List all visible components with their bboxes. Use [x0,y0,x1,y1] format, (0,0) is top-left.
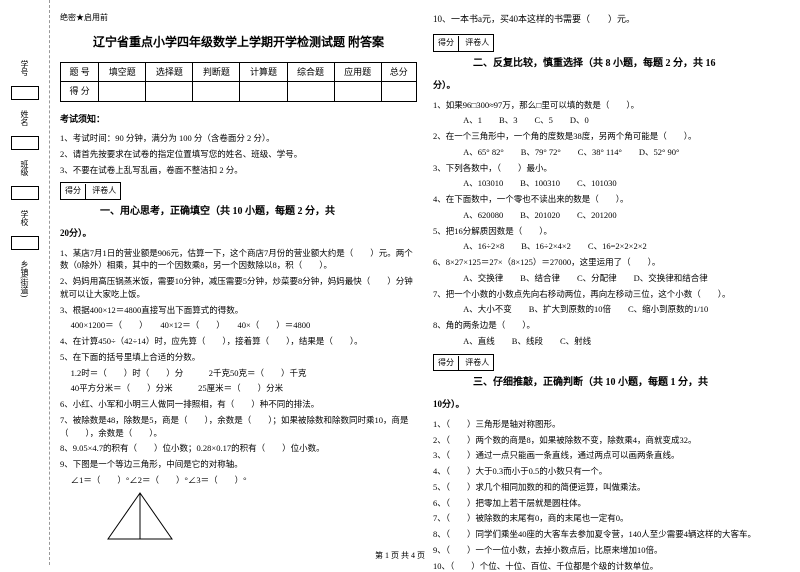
mini-label: 评卷人 [461,36,493,51]
list-item: 3、不要在试卷上乱写乱画，卷面不整洁扣 2 分。 [60,164,417,177]
mini-label: 得分 [61,184,86,199]
list-item: A、16÷2×8 B、16÷2×4×2 C、16=2×2×2×2 [433,240,790,253]
page-footer: 第 1 页 共 4 页 [375,550,425,561]
list-item: 1、考试时间：90 分钟，满分为 100 分（含卷面分 2 分）。 [60,132,417,145]
margin-label-xuexiao: 学校 [19,210,30,226]
grader-box: 得分 评卷人 [433,34,494,52]
section-3-list: 1、（ ）三角形是轴对称图形。 2、（ ）两个数的商是8，如果被除数不变，除数乘… [433,418,790,572]
td: 得 分 [61,82,99,101]
list-item: 6、小红、小军和小明三人做同一排照相，有（ ）种不同的排法。 [60,398,417,411]
confidential-mark: 绝密★启用前 [60,12,417,25]
score-table: 题 号 填空题 选择题 判断题 计算题 综合题 应用题 总分 得 分 [60,62,417,102]
section-3-cont: 10分）。 [433,397,790,411]
section-1-cont: 20分）。 [60,226,417,240]
section-1-list: 1、某店7月1日的营业额是906元，估算一下，这个商店7月份的营业额大约是（ ）… [60,247,417,487]
list-item: 8、角的两条边是（ ）。 [433,319,790,332]
section-2-cont: 分）。 [433,78,790,92]
mini-label: 得分 [434,36,459,51]
th: 填空题 [99,62,146,81]
right-column: 10、一本书a元，买40本这样的书需要（ ）元。 得分 评卷人 二、反复比较，慎… [433,12,790,553]
th: 应用题 [334,62,381,81]
list-item: 7、把一个小数的小数点先向右移动两位，再向左移动三位，这个小数（ ）。 [433,288,790,301]
section-3-title: 三、仔细推敲，正确判断（共 10 小题，每题 1 分，共 [473,375,790,391]
section-2-title: 二、反复比较，慎重选择（共 8 小题，每题 2 分，共 16 [473,56,790,72]
margin-label-banji: 班级 [19,160,30,176]
list-item: A、大小不变 B、扩大到原数的10倍 C、缩小到原数的1/10 [433,303,790,316]
list-item: 6、（ ）把零加上若干层就是圆柱体。 [433,497,790,510]
list-item: A、620080 B、201020 C、201200 [433,209,790,222]
margin-box [11,86,39,100]
th: 综合题 [287,62,334,81]
list-item: 5、把16分解质因数是（ ）。 [433,225,790,238]
margin-box [11,236,39,250]
binding-margin: 学号 姓名 班级 学校 乡镇(街道) [0,0,50,565]
mini-label: 评卷人 [88,184,120,199]
exam-title: 辽宁省重点小学四年级数学上学期开学检测试题 附答案 [60,33,417,52]
list-item: A、直线 B、线段 C、射线 [433,335,790,348]
content-area: 绝密★启用前 辽宁省重点小学四年级数学上学期开学检测试题 附答案 题 号 填空题… [50,0,800,565]
table-row: 题 号 填空题 选择题 判断题 计算题 综合题 应用题 总分 [61,62,417,81]
th: 总分 [381,62,416,81]
list-item: 9、下图是一个等边三角形，中间是它的对称轴。 [60,458,417,471]
margin-label-xiangzhen: 乡镇(街道) [19,260,30,297]
mini-label: 得分 [434,356,459,371]
left-column: 绝密★启用前 辽宁省重点小学四年级数学上学期开学检测试题 附答案 题 号 填空题… [60,12,417,553]
margin-label-xingming: 姓名 [19,110,30,126]
list-item: 7、（ ）被除数的末尾有0，商的末尾也一定有0。 [433,512,790,525]
list-item: 9、（ ）一个一位小数，去掉小数点后，比原来增加10倍。 [433,544,790,557]
th: 计算题 [240,62,287,81]
list-item: 2、（ ）两个数的商是8，如果被除数不变，除数乘4，商就变成32。 [433,434,790,447]
list-item: 10、（ ）个位、十位、百位、千位都是个级的计数单位。 [433,560,790,572]
list-item: 1、某店7月1日的营业额是906元，估算一下，这个商店7月份的营业额大约是（ ）… [60,247,417,273]
list-item: 1、如果96□300≈97万，那么□里可以填的数是（ ）。 [433,99,790,112]
list-item: 40平方分米＝（ ）分米 25厘米＝（ ）分米 [60,382,417,395]
list-item: A、65° 82° B、79° 72° C、38° 114° D、52° 90° [433,146,790,159]
margin-box [11,186,39,200]
list-item: 2、请首先按要求在试卷的指定位置填写您的姓名、班级、学号。 [60,148,417,161]
table-row: 得 分 [61,82,417,101]
notice-list: 1、考试时间：90 分钟，满分为 100 分（含卷面分 2 分）。 2、请首先按… [60,132,417,176]
list-item: 3、下列各数中，（ ）最小。 [433,162,790,175]
grader-box: 得分 评卷人 [60,182,121,200]
list-item: 4、在下面数中，一个零也不读出来的数是（ ）。 [433,193,790,206]
list-item: 2、妈妈用高压锅蒸米饭，需要10分钟，减压需要5分钟，炒菜要8分钟，妈妈最快（ … [60,275,417,301]
th: 判断题 [193,62,240,81]
q10: 10、一本书a元，买40本这样的书需要（ ）元。 [433,12,790,26]
list-item: 2、在一个三角形中，一个角的度数是38度，另两个角可能是（ ）。 [433,130,790,143]
list-item: 1、（ ）三角形是轴对称图形。 [433,418,790,431]
margin-box [11,136,39,150]
list-item: 8、9.05×4.7的积有（ ）位小数；0.28×0.17的积有（ ）位小数。 [60,442,417,455]
th: 题 号 [61,62,99,81]
list-item: 5、在下面的括号里填上合适的分数。 [60,351,417,364]
list-item: A、交换律 B、结合律 C、分配律 D、交换律和结合律 [433,272,790,285]
list-item: A、1 B、3 C、5 D、0 [433,114,790,127]
list-item: ∠1＝（ ）°∠2＝（ ）°∠3＝（ ）° [60,474,417,487]
list-item: 6、8×27×125＝27×（8×125）＝27000，这里运用了（ ）。 [433,256,790,269]
exam-page: 学号 姓名 班级 学校 乡镇(街道) 绝密★启用前 辽宁省重点小学四年级数学上学… [0,0,800,565]
grader-box: 得分 评卷人 [433,354,494,372]
list-item: 4、（ ）大于0.3而小于0.5的小数只有一个。 [433,465,790,478]
mini-label: 评卷人 [461,356,493,371]
list-item: A、103010 B、100310 C、101030 [433,177,790,190]
notice-title: 考试须知： [60,112,417,126]
section-1-title: 一、用心思考，正确填空（共 10 小题，每题 2 分，共 [100,204,417,220]
section-2-list: 1、如果96□300≈97万，那么□里可以填的数是（ ）。 A、1 B、3 C、… [433,99,790,348]
list-item: 5、（ ）求几个相同加数的和的简便运算，叫做乘法。 [433,481,790,494]
list-item: 3、（ ）通过一点只能画一条直线，通过两点可以画两条直线。 [433,449,790,462]
triangle-figure [100,491,180,541]
list-item: 7、被除数是48，除数是5，商是（ ），余数是（ ）；如果被除数和除数同时乘10… [60,414,417,440]
list-item: 8、（ ）同学们乘坐40座的大客车去参加夏令营，140人至少需要4辆这样的大客车… [433,528,790,541]
th: 选择题 [146,62,193,81]
margin-label-xuehao: 学号 [19,60,30,76]
list-item: 4、在计算450÷（42÷14）时，应先算（ ），接着算（ ），结果是（ ）。 [60,335,417,348]
list-item: 400×1200＝（ ） 40×12＝（ ） 40×（ ）＝4800 [60,319,417,332]
list-item: 3、根据400×12＝4800直接写出下面算式的得数。 [60,304,417,317]
list-item: 1.2时＝（ ）时（ ）分 2千克50克＝（ ）千克 [60,367,417,380]
